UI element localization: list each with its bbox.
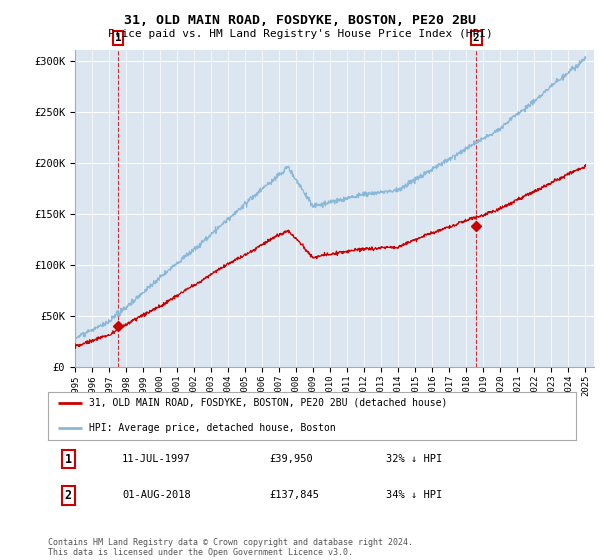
Text: HPI: Average price, detached house, Boston: HPI: Average price, detached house, Bost… xyxy=(89,423,336,433)
Text: 01-AUG-2018: 01-AUG-2018 xyxy=(122,491,191,500)
Text: 34% ↓ HPI: 34% ↓ HPI xyxy=(386,491,442,500)
Text: 31, OLD MAIN ROAD, FOSDYKE, BOSTON, PE20 2BU (detached house): 31, OLD MAIN ROAD, FOSDYKE, BOSTON, PE20… xyxy=(89,398,448,408)
Text: Price paid vs. HM Land Registry's House Price Index (HPI): Price paid vs. HM Land Registry's House … xyxy=(107,29,493,39)
Text: £39,950: £39,950 xyxy=(270,454,314,464)
Text: 11-JUL-1997: 11-JUL-1997 xyxy=(122,454,191,464)
Text: 32% ↓ HPI: 32% ↓ HPI xyxy=(386,454,442,464)
Text: 31, OLD MAIN ROAD, FOSDYKE, BOSTON, PE20 2BU: 31, OLD MAIN ROAD, FOSDYKE, BOSTON, PE20… xyxy=(124,14,476,27)
Text: 2: 2 xyxy=(473,32,479,43)
Text: Contains HM Land Registry data © Crown copyright and database right 2024.
This d: Contains HM Land Registry data © Crown c… xyxy=(48,538,413,557)
Text: £137,845: £137,845 xyxy=(270,491,320,500)
Text: 1: 1 xyxy=(65,452,71,465)
Text: 2: 2 xyxy=(65,489,71,502)
Text: 1: 1 xyxy=(115,32,121,43)
